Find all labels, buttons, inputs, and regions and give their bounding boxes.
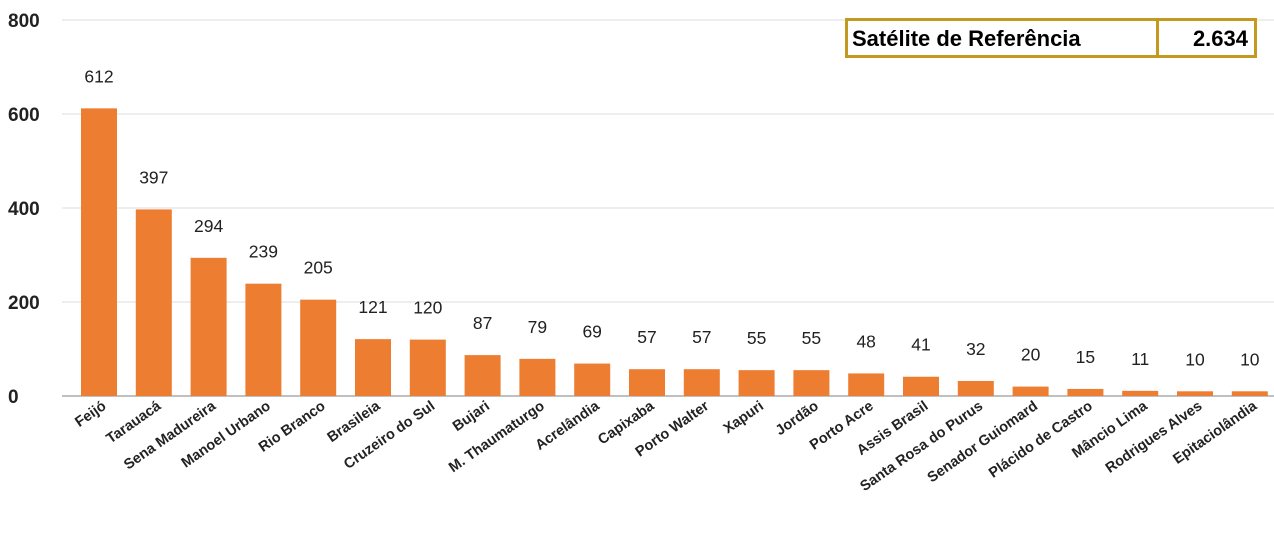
data-label: 15 [1076,347,1095,367]
y-tick-label: 200 [8,293,40,314]
data-label: 612 [84,66,113,86]
y-tick-label: 800 [8,11,40,32]
bar [903,376,939,396]
bar [957,380,994,396]
data-label: 48 [856,331,875,351]
data-label: 55 [802,328,821,348]
data-label: 57 [637,327,656,347]
y-tick-label: 400 [8,199,40,220]
bar [1177,391,1213,396]
bars [81,108,1268,397]
data-label: 57 [692,327,711,347]
bar [738,370,775,396]
bar [629,369,665,396]
bar [464,355,501,396]
reference-satellite-label: Satélite de Referência [848,21,1159,55]
x-tick-label: Cruzeiro do Sul [341,398,438,473]
reference-satellite-box: Satélite de Referência 2.634 [845,18,1257,58]
bar [1122,390,1159,396]
bar [355,339,391,396]
data-label: 87 [473,313,492,333]
bar [409,339,446,396]
x-tick-label: Jordão [773,398,822,439]
x-tick-label: Xapuri [721,398,767,437]
bar [574,363,611,396]
data-label: 205 [304,258,333,278]
data-label: 10 [1240,349,1260,369]
gridlines [62,19,1274,397]
bar [1012,386,1049,396]
bar [190,257,227,396]
y-tick-label: 600 [8,105,40,126]
bar [1067,388,1104,396]
data-label: 10 [1185,349,1205,369]
bar [135,209,172,396]
bar [848,373,885,396]
data-label: 79 [528,317,547,337]
data-label: 69 [582,322,601,342]
bar [793,370,830,396]
x-tick-label: Plácido de Castro [986,398,1096,481]
data-label: 294 [194,216,223,236]
reference-satellite-value: 2.634 [1192,26,1248,51]
x-tick-label: Rodrigues Alves [1103,398,1205,476]
data-label: 32 [966,339,985,359]
y-tick-label: 0 [8,387,19,408]
data-label: 239 [249,242,278,262]
bar [245,283,282,396]
x-tick-label: M. Thaumaturgo [446,398,548,476]
x-tick-label: Bujari [450,398,493,435]
data-label: 121 [358,297,387,317]
data-label: 20 [1021,345,1041,365]
data-label: 120 [413,298,442,318]
bar [81,108,117,397]
x-tick-label: Feijó [72,398,109,431]
x-tick-label: Sena Madureira [121,398,219,474]
bar [683,369,720,396]
data-label: 41 [911,335,930,355]
data-labels: 612 397 294 239 205 121 120 87 79 69 57 57 55 55 48 41 3… [84,66,1259,369]
data-label: 397 [139,167,168,187]
data-label: 11 [1131,349,1149,369]
y-axis-ticks: 0 200 400 600 800 [8,11,40,408]
bar [519,358,556,396]
bar [1231,391,1268,396]
bar [300,299,337,396]
data-label: 55 [747,328,766,348]
